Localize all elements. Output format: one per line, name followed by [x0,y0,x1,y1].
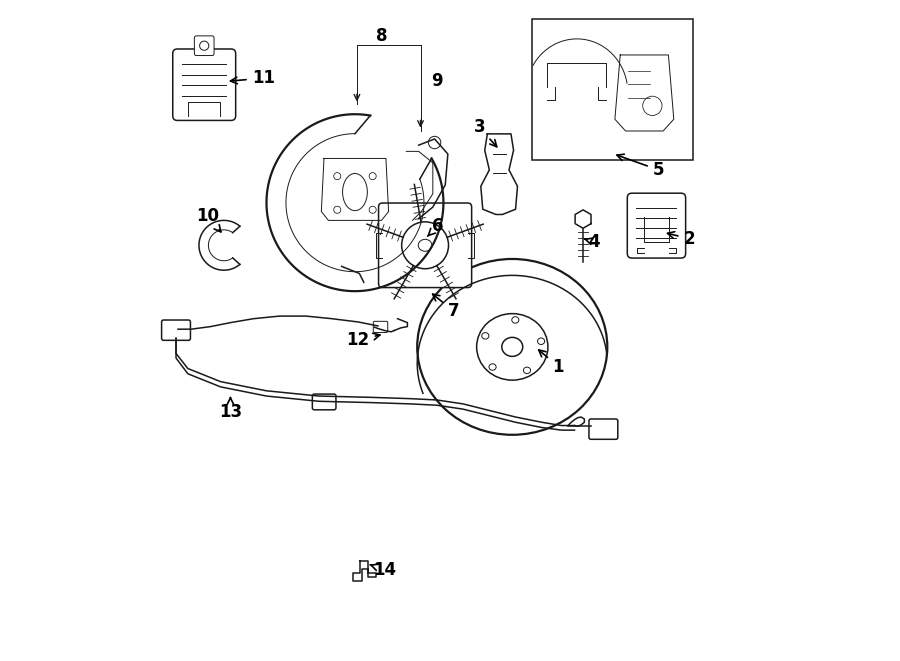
FancyBboxPatch shape [374,321,388,332]
FancyBboxPatch shape [194,36,214,56]
Text: 8: 8 [376,26,388,44]
Text: 13: 13 [219,397,242,422]
Ellipse shape [482,332,489,339]
FancyBboxPatch shape [589,419,617,440]
FancyBboxPatch shape [312,394,336,410]
Text: 10: 10 [196,207,220,232]
Text: 11: 11 [230,69,274,87]
Ellipse shape [537,338,544,344]
FancyBboxPatch shape [173,49,236,120]
FancyBboxPatch shape [162,320,191,340]
Text: 4: 4 [585,233,600,251]
Ellipse shape [418,239,432,251]
Circle shape [401,222,448,269]
Text: 1: 1 [539,350,564,375]
Text: 5: 5 [616,154,664,179]
Bar [532,19,692,160]
Text: 3: 3 [473,118,497,147]
Text: 14: 14 [370,561,396,579]
Text: 7: 7 [433,294,459,320]
Text: 9: 9 [431,73,443,91]
Ellipse shape [502,337,523,356]
Text: 2: 2 [668,230,695,248]
Text: 6: 6 [428,217,444,236]
Text: 12: 12 [346,331,380,349]
Ellipse shape [489,364,496,370]
FancyBboxPatch shape [627,193,686,258]
Ellipse shape [524,367,531,373]
Ellipse shape [512,317,519,323]
FancyBboxPatch shape [379,203,472,288]
